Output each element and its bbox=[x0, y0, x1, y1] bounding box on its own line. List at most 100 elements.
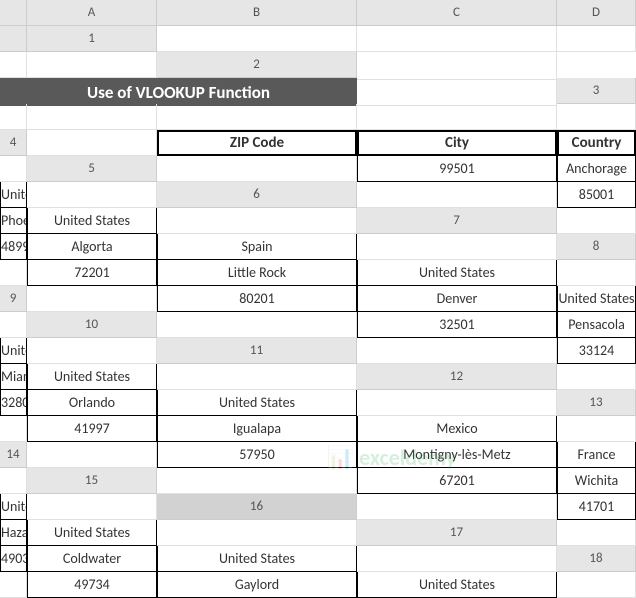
cell-e7[interactable] bbox=[357, 234, 557, 260]
cell-a18[interactable] bbox=[0, 572, 27, 598]
cell-a6[interactable] bbox=[357, 182, 557, 208]
row-header-11[interactable]: 11 bbox=[157, 338, 357, 364]
row-header-6[interactable]: 6 bbox=[157, 182, 357, 208]
cell-a9[interactable] bbox=[27, 286, 157, 312]
table-cell-6-0[interactable]: 33124 bbox=[557, 338, 636, 364]
row-header-13[interactable]: 13 bbox=[557, 390, 636, 416]
cell-a17[interactable] bbox=[557, 520, 636, 546]
col-header-A[interactable]: A bbox=[27, 0, 157, 26]
cell-a4[interactable] bbox=[27, 130, 157, 156]
cell-e13[interactable] bbox=[557, 416, 636, 442]
cell-a14[interactable] bbox=[27, 442, 157, 468]
cell-1-2[interactable] bbox=[557, 26, 636, 52]
cell-a12[interactable] bbox=[557, 364, 636, 390]
row-header-14[interactable]: 14 bbox=[0, 442, 27, 468]
row-header-12[interactable]: 12 bbox=[357, 364, 557, 390]
table-cell-8-1[interactable]: Igualapa bbox=[157, 416, 357, 442]
table-cell-7-2[interactable]: United States bbox=[157, 390, 357, 416]
row-header-8[interactable]: 8 bbox=[557, 234, 636, 260]
cell-a5[interactable] bbox=[157, 156, 357, 182]
table-cell-5-1[interactable]: Pensacola bbox=[557, 312, 636, 338]
row-header-4[interactable]: 4 bbox=[0, 130, 27, 156]
cell-3-3[interactable] bbox=[357, 104, 557, 130]
cell-1-3[interactable] bbox=[0, 52, 27, 78]
cell-e12[interactable] bbox=[357, 390, 557, 416]
table-cell-10-1[interactable]: Wichita bbox=[557, 468, 636, 494]
cell-e10[interactable] bbox=[27, 338, 157, 364]
cell-e4[interactable] bbox=[0, 156, 27, 182]
cell-e2[interactable] bbox=[357, 78, 557, 106]
title-cell[interactable]: Use of VLOOKUP Function bbox=[0, 78, 357, 106]
table-header-1[interactable]: City bbox=[357, 130, 557, 156]
cell-e11[interactable] bbox=[157, 364, 357, 390]
cell-a8[interactable] bbox=[0, 260, 27, 286]
cell-3-1[interactable] bbox=[27, 104, 157, 130]
row-header-1[interactable]: 1 bbox=[27, 26, 157, 52]
row-header-16[interactable]: 16 bbox=[157, 494, 357, 520]
table-cell-2-2[interactable]: Spain bbox=[157, 234, 357, 260]
table-cell-0-0[interactable]: 99501 bbox=[357, 156, 557, 182]
col-header-B[interactable]: B bbox=[157, 0, 357, 26]
col-header-D[interactable]: D bbox=[557, 0, 636, 26]
table-cell-11-1[interactable]: Hazard bbox=[0, 520, 27, 546]
col-header-C[interactable]: C bbox=[357, 0, 557, 26]
table-cell-2-0[interactable]: 48998 bbox=[0, 234, 27, 260]
cell-a16[interactable] bbox=[357, 494, 557, 520]
cell-e15[interactable] bbox=[27, 494, 157, 520]
cell-e14[interactable] bbox=[0, 468, 27, 494]
table-cell-3-2[interactable]: United States bbox=[357, 260, 557, 286]
col-header-4[interactable] bbox=[0, 26, 27, 52]
table-cell-2-1[interactable]: Algorta bbox=[27, 234, 157, 260]
cell-a7[interactable] bbox=[557, 208, 636, 234]
cell-e18[interactable] bbox=[557, 572, 636, 598]
table-cell-1-2[interactable]: United States bbox=[27, 208, 157, 234]
table-header-2[interactable]: Country bbox=[557, 130, 636, 156]
table-cell-6-2[interactable]: United States bbox=[27, 364, 157, 390]
table-cell-5-0[interactable]: 32501 bbox=[357, 312, 557, 338]
table-cell-13-1[interactable]: Gaylord bbox=[157, 572, 357, 598]
cell-3-4[interactable] bbox=[557, 104, 636, 130]
table-cell-1-1[interactable]: Phoenix bbox=[0, 208, 27, 234]
cell-3-2[interactable] bbox=[157, 104, 357, 130]
corner-cell[interactable] bbox=[0, 0, 27, 26]
row-header-15[interactable]: 15 bbox=[27, 468, 157, 494]
table-cell-3-1[interactable]: Little Rock bbox=[157, 260, 357, 286]
table-cell-12-0[interactable]: 49036 bbox=[0, 546, 27, 572]
cell-1-4[interactable] bbox=[27, 52, 157, 78]
row-header-18[interactable]: 18 bbox=[557, 546, 636, 572]
cell-e5[interactable] bbox=[27, 182, 157, 208]
cell-a13[interactable] bbox=[0, 416, 27, 442]
table-cell-5-2[interactable]: United States bbox=[0, 338, 27, 364]
table-cell-9-0[interactable]: 57950 bbox=[157, 442, 357, 468]
row-header-9[interactable]: 9 bbox=[0, 286, 27, 312]
table-cell-6-1[interactable]: Miami bbox=[0, 364, 27, 390]
cell-e17[interactable] bbox=[357, 546, 557, 572]
table-cell-13-2[interactable]: United States bbox=[357, 572, 557, 598]
table-cell-8-2[interactable]: Mexico bbox=[357, 416, 557, 442]
row-header-17[interactable]: 17 bbox=[357, 520, 557, 546]
table-cell-12-2[interactable]: United States bbox=[157, 546, 357, 572]
cell-e9[interactable] bbox=[0, 312, 27, 338]
row-header-7[interactable]: 7 bbox=[357, 208, 557, 234]
table-cell-10-0[interactable]: 67201 bbox=[357, 468, 557, 494]
cell-1-0[interactable] bbox=[157, 26, 357, 52]
cell-e8[interactable] bbox=[557, 260, 636, 286]
cell-3-0[interactable] bbox=[0, 104, 27, 130]
table-cell-0-1[interactable]: Anchorage bbox=[557, 156, 636, 182]
row-header-10[interactable]: 10 bbox=[27, 312, 157, 338]
row-header-3[interactable]: 3 bbox=[557, 78, 636, 104]
table-cell-11-0[interactable]: 41701 bbox=[557, 494, 636, 520]
table-cell-7-0[interactable]: 32801 bbox=[0, 390, 27, 416]
table-cell-4-0[interactable]: 80201 bbox=[157, 286, 357, 312]
table-cell-9-1[interactable]: Montigny-lès-Metz bbox=[357, 442, 557, 468]
table-cell-9-2[interactable]: France bbox=[557, 442, 636, 468]
row-header-5[interactable]: 5 bbox=[27, 156, 157, 182]
table-cell-4-1[interactable]: Denver bbox=[357, 286, 557, 312]
table-cell-1-0[interactable]: 85001 bbox=[557, 182, 636, 208]
table-cell-4-2[interactable]: United States bbox=[557, 286, 636, 312]
table-header-0[interactable]: ZIP Code bbox=[157, 130, 357, 156]
table-cell-0-2[interactable]: United States bbox=[0, 182, 27, 208]
cell-e6[interactable] bbox=[157, 208, 357, 234]
table-cell-3-0[interactable]: 72201 bbox=[27, 260, 157, 286]
table-cell-11-2[interactable]: United States bbox=[27, 520, 157, 546]
